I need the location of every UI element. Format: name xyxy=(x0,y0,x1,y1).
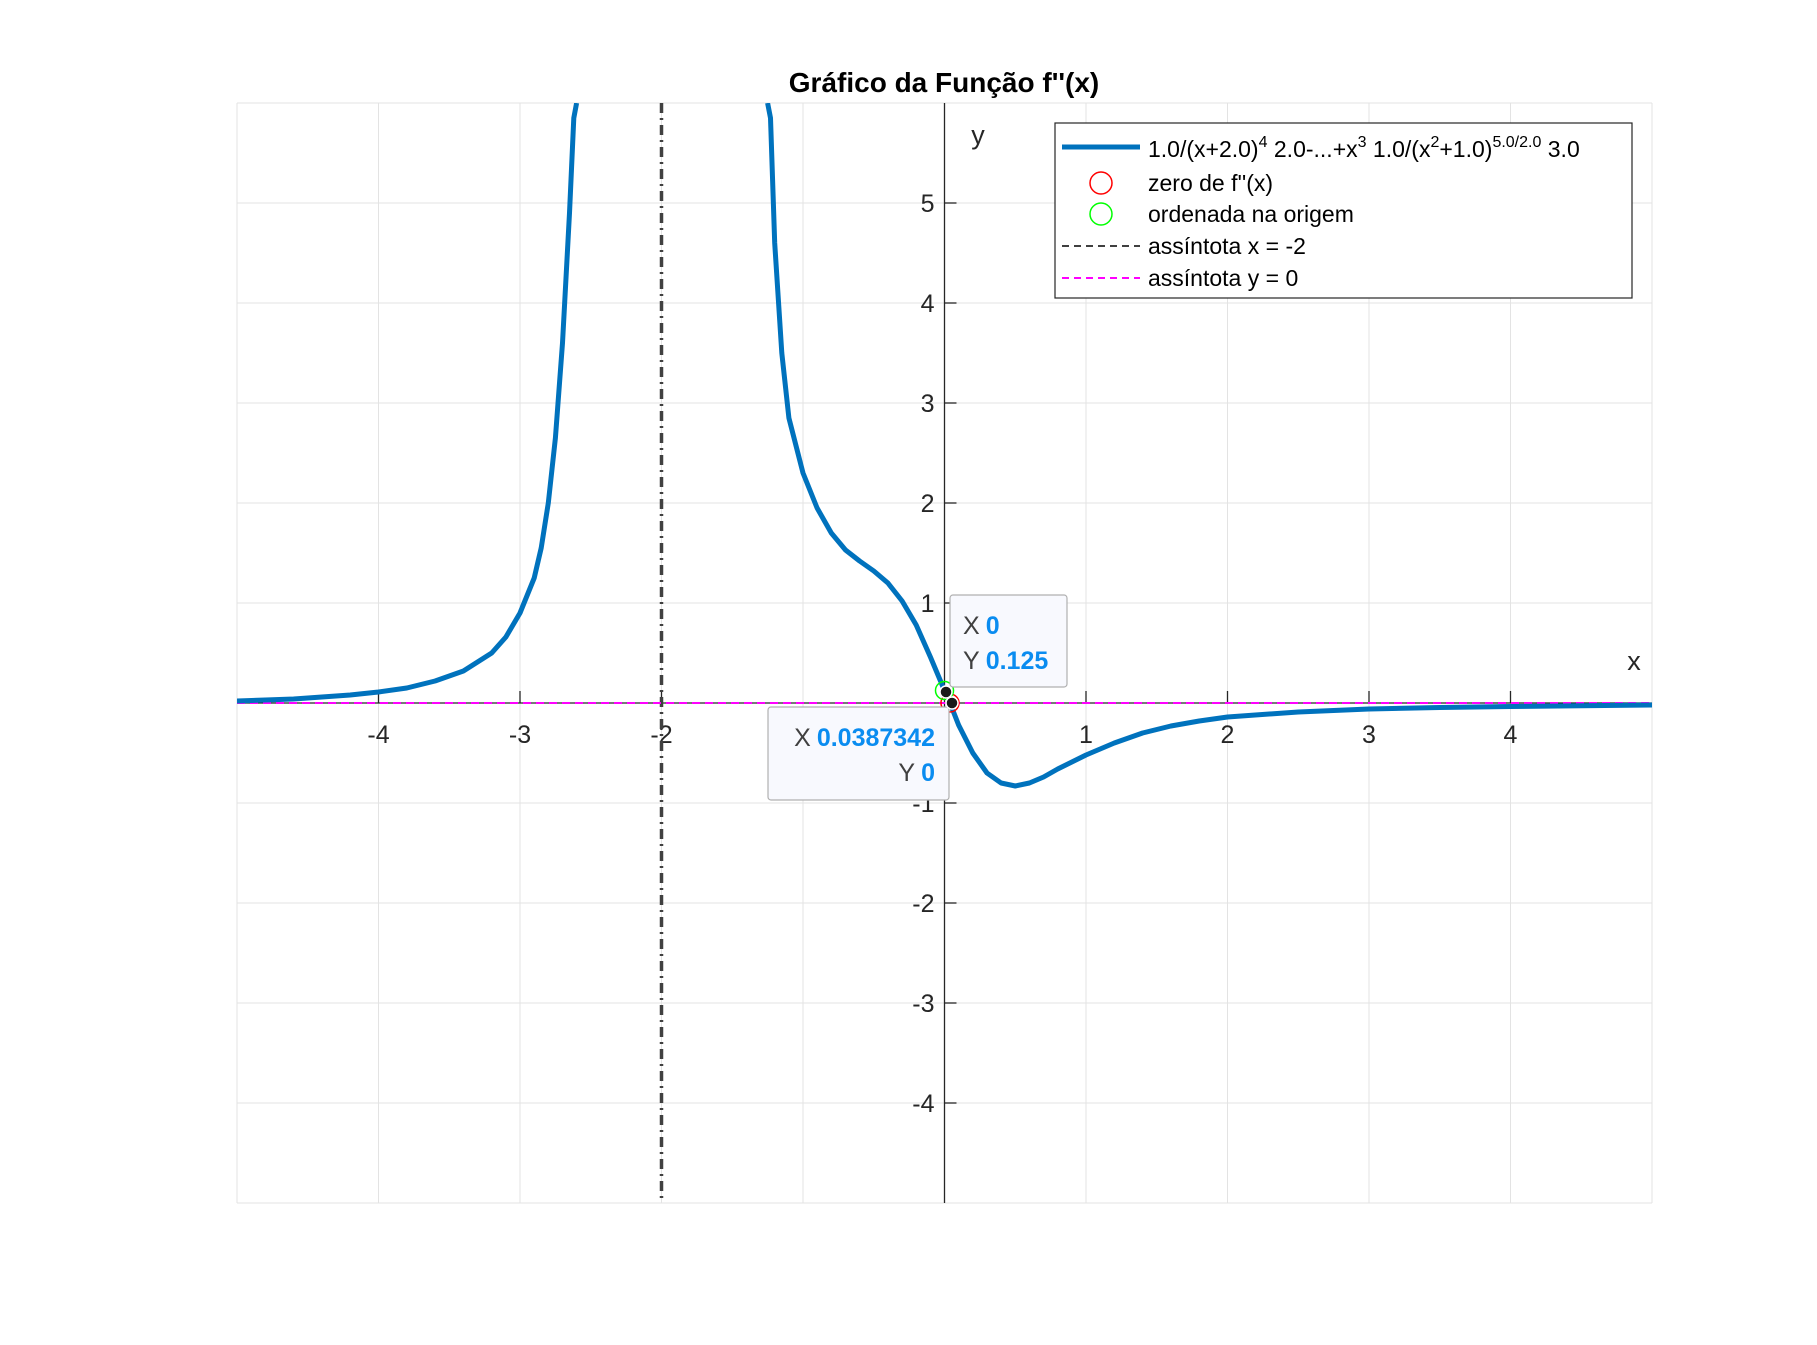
legend-entry-zero: zero de f''(x) xyxy=(1148,170,1273,196)
datatip-origin-y-value: 0.125 xyxy=(986,647,1049,675)
function-curve xyxy=(237,103,1652,789)
y-tick-label: 2 xyxy=(921,490,935,518)
datatip-zero-dot xyxy=(945,696,959,710)
datatip-origin-x-key: X xyxy=(963,612,980,640)
datatip-zero-box xyxy=(767,706,950,801)
svg-text:Y0.125: Y 0.125 xyxy=(963,647,1048,675)
legend-entry-asymptote-y: assíntota y = 0 xyxy=(1148,265,1298,291)
x-tick-label: 1 xyxy=(1079,721,1093,749)
datatip-zero-y-value: 0 xyxy=(921,759,935,787)
x-tick-label: -4 xyxy=(367,721,389,749)
x-tick-label: 4 xyxy=(1504,721,1518,749)
legend-entry-function: 1.0/(x+2.0)4 2.0-...+x3 1.0/(x2+1.0)5.0/… xyxy=(1148,134,1580,162)
y-intercept-marker xyxy=(934,680,955,701)
legend-entry-asymptote-x: assíntota x = -2 xyxy=(1148,233,1306,259)
datatip-origin-dot xyxy=(939,685,953,699)
chart-title: Gráfico da Função f''(x) xyxy=(789,67,1099,98)
legend-entry-origin: ordenada na origem xyxy=(1148,201,1354,227)
datatip-origin-box xyxy=(949,594,1068,688)
svg-text:Y0: Y0 xyxy=(898,759,935,787)
svg-text:X0: X0 xyxy=(963,612,1000,640)
datatip-zero-x-key: X xyxy=(794,724,811,752)
legend-swatch-zero xyxy=(1089,171,1113,195)
x-tick-label: 2 xyxy=(1221,721,1235,749)
legend-box xyxy=(1054,122,1633,299)
datatip-zero-x-value: 0.0387342 xyxy=(817,724,935,752)
y-axis-label: y xyxy=(971,120,985,150)
y-tick-label: 5 xyxy=(921,190,935,218)
y-tick-label: 4 xyxy=(921,290,935,318)
y-tick-label: 3 xyxy=(921,390,935,418)
legend-swatch-origin xyxy=(1089,202,1113,226)
y-tick-label: -4 xyxy=(912,1090,934,1118)
legend[interactable]: 1.0/(x+2.0)4 2.0-...+x3 1.0/(x2+1.0)5.0/… xyxy=(1054,122,1633,299)
x-tick-label: -3 xyxy=(509,721,531,749)
x-axis-label: x xyxy=(1627,646,1641,676)
svg-text:X0.0387342: X 0.0387342 xyxy=(794,724,935,752)
y-tick-label: 1 xyxy=(921,590,935,618)
x-tick-label: 3 xyxy=(1362,721,1376,749)
y-tick-label: -2 xyxy=(912,890,934,918)
datatip-zero-y-key: Y xyxy=(898,759,915,787)
datatip-origin-x-value: 0 xyxy=(986,612,1000,640)
y-tick-label: -3 xyxy=(912,990,934,1018)
datatip-origin-y-key: Y xyxy=(963,647,980,675)
